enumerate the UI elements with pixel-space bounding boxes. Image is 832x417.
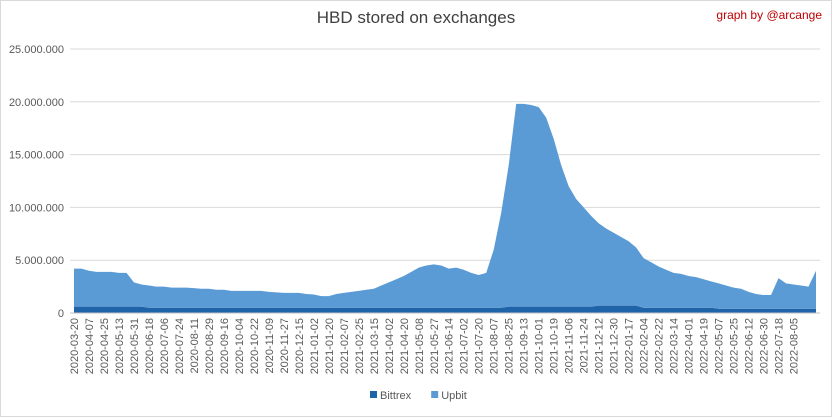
x-tick-label: 2020-11-09 <box>264 318 276 373</box>
legend-label: Bittrex <box>380 390 412 402</box>
x-tick-label: 2020-07-06 <box>159 318 171 374</box>
y-tick-label: 5.000.000 <box>15 255 64 267</box>
x-tick-label: 2020-10-04 <box>234 318 246 374</box>
x-tick-label: 2021-08-07 <box>489 318 501 374</box>
x-tick-label: 2020-05-13 <box>114 318 126 374</box>
y-tick-label: 15.000.000 <box>9 150 64 162</box>
x-tick-label: 2021-12-12 <box>594 318 606 374</box>
x-tick-label: 2020-12-15 <box>294 318 306 374</box>
legend-label: Upbit <box>441 390 467 402</box>
x-tick-label: 2021-09-13 <box>519 318 531 374</box>
x-tick-label: 2020-05-31 <box>129 318 141 374</box>
y-tick-label: 0 <box>58 308 64 320</box>
x-tick-label: 2021-04-20 <box>399 318 411 374</box>
x-tick-label: 2021-03-15 <box>369 318 381 374</box>
x-tick-label: 2022-06-12 <box>744 318 756 374</box>
x-tick-label: 2022-03-14 <box>669 318 681 374</box>
x-tick-label: 2022-04-01 <box>684 318 696 374</box>
chart-title: HBD stored on exchanges <box>317 8 515 27</box>
x-tick-label: 2020-03-20 <box>69 318 81 374</box>
x-tick-label: 2021-06-14 <box>444 318 456 374</box>
x-tick-label: 2020-04-07 <box>84 318 96 374</box>
x-tick-label: 2022-05-25 <box>729 318 741 374</box>
x-tick-label: 2021-02-25 <box>354 318 366 374</box>
x-tick-label: 2020-07-24 <box>174 318 186 374</box>
y-tick-label: 10.000.000 <box>9 202 64 214</box>
x-tick-label: 2020-11-27 <box>279 318 291 373</box>
x-tick-label: 2022-06-30 <box>759 318 771 374</box>
legend-swatch <box>431 391 439 398</box>
area <box>74 305 816 313</box>
x-tick-label: 2021-07-02 <box>459 318 471 374</box>
x-tick-label: 2021-05-27 <box>429 318 441 374</box>
x-tick-label: 2021-10-01 <box>534 318 546 374</box>
x-tick-label: 2021-11-06 <box>564 318 576 373</box>
x-tick-label: 2020-04-25 <box>99 318 111 374</box>
x-tick-label: 2022-05-07 <box>714 318 726 374</box>
x-tick-label: 2022-01-17 <box>624 318 636 374</box>
annotation: graph by @arcange <box>716 8 822 22</box>
x-tick-label: 2021-08-25 <box>504 318 516 374</box>
x-tick-label: 2021-12-30 <box>609 318 621 374</box>
x-tick-label: 2022-02-04 <box>639 318 651 374</box>
legend-swatch <box>370 391 377 398</box>
y-tick-label: 20.000.000 <box>9 97 64 109</box>
x-tick-label: 2021-02-07 <box>339 318 351 374</box>
y-tick-label: 25.000.000 <box>9 44 64 56</box>
x-tick-label: 2020-10-22 <box>249 318 261 374</box>
x-tick-label: 2021-01-02 <box>309 318 321 374</box>
area <box>74 103 816 309</box>
x-tick-label: 2021-07-20 <box>474 318 486 374</box>
x-tick-label: 2020-06-18 <box>144 318 156 374</box>
x-tick-label: 2020-08-11 <box>189 318 201 373</box>
x-tick-label: 2022-07-18 <box>774 318 786 374</box>
x-tick-label: 2020-08-29 <box>204 318 216 374</box>
x-tick-label: 2021-11-24 <box>579 318 591 373</box>
x-tick-label: 2022-08-05 <box>789 318 801 374</box>
x-tick-label: 2021-10-19 <box>549 318 561 374</box>
x-tick-label: 2020-09-16 <box>219 318 231 374</box>
x-tick-label: 2021-05-08 <box>414 318 426 374</box>
x-tick-label: 2022-04-19 <box>699 318 711 374</box>
x-tick-label: 2021-01-20 <box>324 318 336 374</box>
x-tick-label: 2022-02-22 <box>654 318 666 374</box>
x-tick-label: 2021-04-02 <box>384 318 396 374</box>
